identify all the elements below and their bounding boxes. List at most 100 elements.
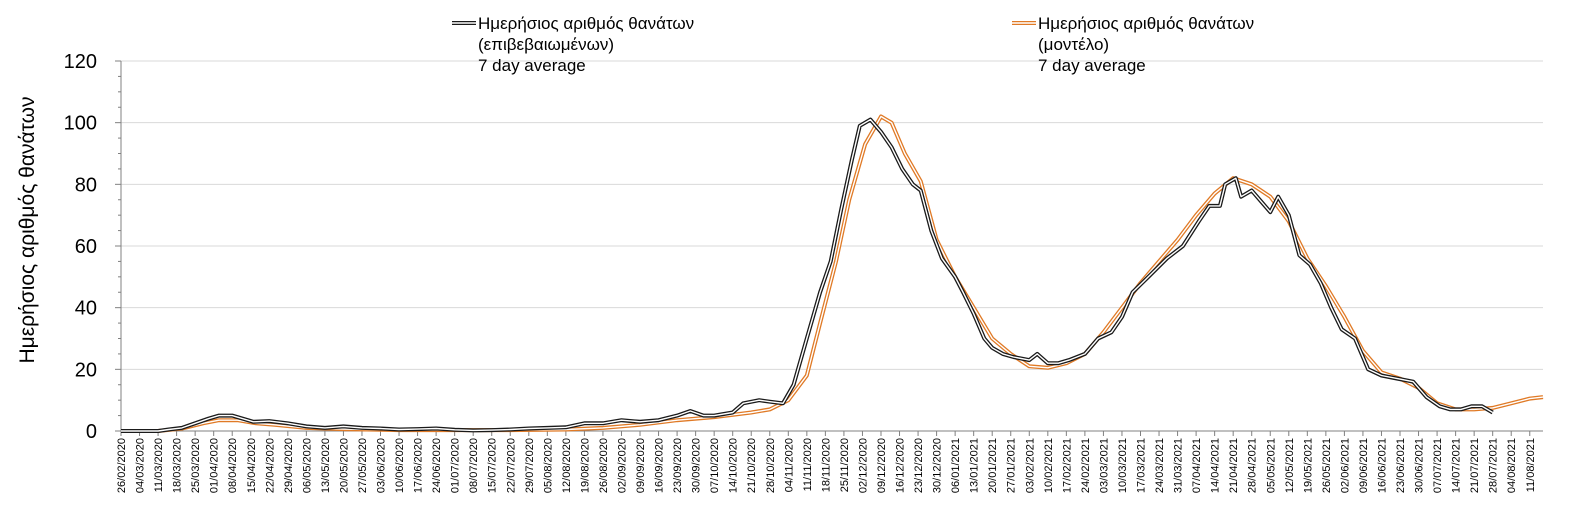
y-tick-label: 40 xyxy=(75,298,97,320)
series-confirmed-line xyxy=(121,117,1494,433)
x-tick-label: 27/01/2021 xyxy=(1006,438,1018,493)
x-tick-label: 13/01/2021 xyxy=(969,438,981,493)
x-tick-label: 03/06/2020 xyxy=(376,438,388,493)
x-tick-label: 14/10/2020 xyxy=(728,438,740,493)
x-tick-label: 19/08/2020 xyxy=(579,438,591,493)
x-tick-label: 03/03/2021 xyxy=(1098,438,1110,493)
x-tick-label: 24/02/2021 xyxy=(1080,438,1092,493)
x-tick-label: 05/08/2020 xyxy=(542,438,554,493)
x-tick-label: 25/11/2020 xyxy=(839,438,851,492)
x-tick-label: 21/04/2021 xyxy=(1228,438,1240,493)
x-tick-label: 08/07/2020 xyxy=(468,438,480,493)
x-tick-label: 21/07/2021 xyxy=(1469,438,1481,493)
x-tick-label: 26/05/2021 xyxy=(1321,438,1333,493)
x-tick-label: 09/06/2021 xyxy=(1358,438,1370,493)
x-tick-label: 11/08/2021 xyxy=(1525,438,1537,492)
x-tick-label: 14/04/2021 xyxy=(1210,438,1222,493)
x-tick-label: 22/07/2020 xyxy=(505,438,517,493)
x-tick-label: 28/04/2021 xyxy=(1247,438,1259,493)
x-tick-label: 01/07/2020 xyxy=(450,438,462,493)
x-axis-ticks: 26/02/2020 04/03/2020 11/03/2020 18/03/2020… xyxy=(116,431,1537,493)
legend: Ημερήσιος αριθμός θανάτων (επιβεβαιωμένων… xyxy=(452,14,1254,75)
x-tick-label: 06/05/2020 xyxy=(301,438,313,493)
x-tick-label: 17/06/2020 xyxy=(413,438,425,493)
x-tick-label: 29/04/2020 xyxy=(283,438,295,493)
y-tick-label: 20 xyxy=(75,359,97,381)
x-tick-label: 12/08/2020 xyxy=(561,438,573,493)
x-tick-label: 11/03/2020 xyxy=(153,438,165,492)
y-tick-label: 0 xyxy=(86,421,97,443)
x-tick-label: 23/09/2020 xyxy=(672,438,684,493)
x-tick-label: 24/06/2020 xyxy=(431,438,443,493)
x-tick-label: 28/07/2021 xyxy=(1488,438,1500,493)
x-tick-label: 17/02/2021 xyxy=(1061,438,1073,493)
y-axis-ticks: 0 20 40 60 80 100 120 xyxy=(64,51,121,443)
x-tick-label: 18/11/2020 xyxy=(820,438,832,492)
x-tick-label: 02/06/2021 xyxy=(1339,438,1351,493)
x-tick-label: 25/03/2020 xyxy=(190,438,202,493)
legend-label: Ημερήσιος αριθμός θανάτων xyxy=(478,14,694,33)
x-tick-label: 04/08/2021 xyxy=(1506,438,1518,493)
x-tick-label: 05/05/2021 xyxy=(1265,438,1277,493)
x-tick-label: 16/06/2021 xyxy=(1376,438,1388,493)
x-tick-label: 07/07/2021 xyxy=(1432,438,1444,493)
x-tick-label: 09/12/2020 xyxy=(876,438,888,493)
x-tick-label: 14/07/2021 xyxy=(1451,438,1463,493)
x-tick-label: 20/05/2020 xyxy=(338,438,350,493)
series-confirmed-line-inner xyxy=(121,118,1494,432)
y-tick-label: 120 xyxy=(64,51,97,73)
legend-label: Ημερήσιος αριθμός θανάτων xyxy=(1038,14,1254,33)
x-tick-label: 21/10/2020 xyxy=(746,438,758,493)
x-tick-label: 12/05/2021 xyxy=(1284,438,1296,493)
x-tick-label: 17/03/2021 xyxy=(1135,438,1147,493)
x-tick-label: 03/02/2021 xyxy=(1024,438,1036,493)
legend-label: (μοντέλο) xyxy=(1038,35,1109,54)
x-tick-label: 15/07/2020 xyxy=(487,438,499,493)
x-tick-label: 07/04/2021 xyxy=(1191,438,1203,493)
y-tick-label: 100 xyxy=(64,113,97,135)
x-tick-label: 31/03/2021 xyxy=(1173,438,1185,493)
x-tick-label: 10/02/2021 xyxy=(1043,438,1055,493)
x-tick-label: 10/03/2021 xyxy=(1117,438,1129,493)
x-tick-label: 26/08/2020 xyxy=(598,438,610,493)
x-tick-label: 02/09/2020 xyxy=(616,438,628,493)
x-tick-label: 30/12/2020 xyxy=(932,438,944,493)
x-tick-label: 16/12/2020 xyxy=(895,438,907,493)
x-tick-label: 19/05/2021 xyxy=(1302,438,1314,493)
y-axis-label: Ημερήσιος αριθμός θανάτων xyxy=(16,96,39,363)
x-tick-label: 10/06/2020 xyxy=(394,438,406,493)
x-tick-label: 04/03/2020 xyxy=(135,438,147,493)
x-tick-label: 30/06/2021 xyxy=(1414,438,1426,493)
y-tick-label: 80 xyxy=(75,174,97,196)
grid-lines xyxy=(121,60,1543,370)
x-tick-label: 23/12/2020 xyxy=(913,438,925,493)
x-tick-label: 02/12/2020 xyxy=(857,438,869,493)
x-tick-label: 29/07/2020 xyxy=(524,438,536,493)
x-tick-label: 13/05/2020 xyxy=(320,438,332,493)
legend-label: (επιβεβαιωμένων) xyxy=(478,35,614,54)
x-tick-label: 15/04/2020 xyxy=(246,438,258,493)
x-tick-label: 28/10/2020 xyxy=(765,438,777,493)
y-tick-label: 60 xyxy=(75,236,97,258)
x-tick-label: 26/02/2020 xyxy=(116,438,128,493)
x-tick-label: 01/04/2020 xyxy=(209,438,221,493)
series-model-line xyxy=(121,114,1544,433)
x-tick-label: 04/11/2020 xyxy=(783,438,795,492)
series-group xyxy=(121,114,1544,433)
x-tick-label: 11/11/2020 xyxy=(802,438,814,491)
x-tick-label: 09/09/2020 xyxy=(635,438,647,493)
x-tick-label: 27/05/2020 xyxy=(357,438,369,493)
legend-label: 7 day average xyxy=(478,56,586,75)
x-tick-label: 24/03/2021 xyxy=(1154,438,1166,493)
x-tick-label: 22/04/2020 xyxy=(264,438,276,493)
x-tick-label: 06/01/2021 xyxy=(950,438,962,493)
x-tick-label: 18/03/2020 xyxy=(172,438,184,493)
x-tick-label: 20/01/2021 xyxy=(987,438,999,493)
x-tick-label: 07/10/2020 xyxy=(709,438,721,493)
x-tick-label: 30/09/2020 xyxy=(691,438,703,493)
x-tick-label: 23/06/2021 xyxy=(1395,438,1407,493)
legend-label: 7 day average xyxy=(1038,56,1146,75)
x-tick-label: 16/09/2020 xyxy=(654,438,666,493)
x-tick-label: 08/04/2020 xyxy=(227,438,239,493)
